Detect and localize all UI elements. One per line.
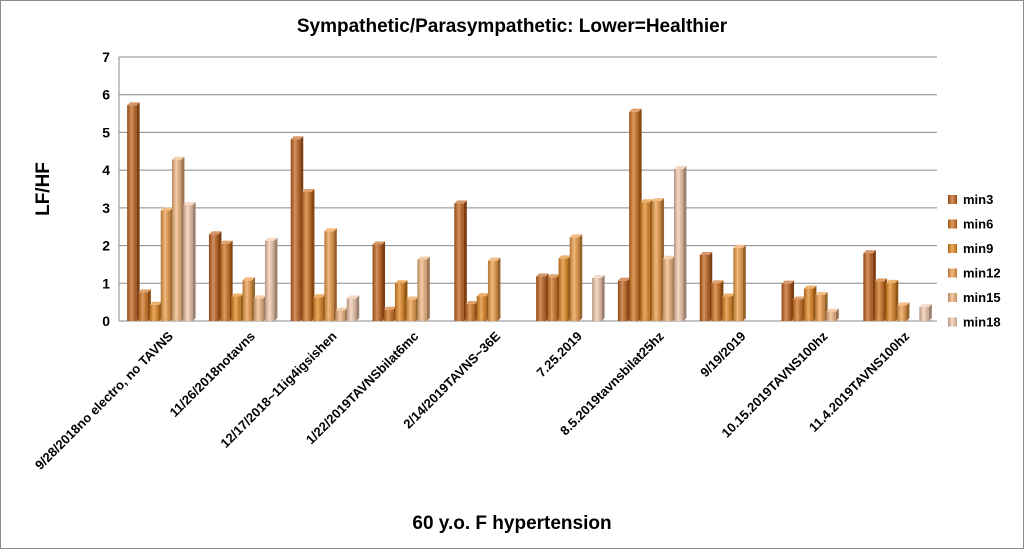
- bar: [372, 241, 386, 321]
- bar: [896, 302, 910, 321]
- bar: [733, 244, 746, 321]
- bar: [863, 250, 876, 321]
- bar: [335, 307, 349, 321]
- bar: [487, 257, 501, 321]
- y-tick-label: 3: [102, 200, 110, 216]
- bar: [547, 274, 560, 321]
- chart-title: Sympathetic/Parasympathetic: Lower=Healt…: [297, 16, 728, 37]
- y-axis-title: LF/HF: [33, 162, 54, 216]
- legend-item: min9: [948, 241, 993, 256]
- legend-label: min6: [963, 217, 993, 232]
- bar: [171, 156, 185, 321]
- bar: [127, 102, 140, 321]
- legend-item: min12: [948, 266, 1001, 281]
- bar: [569, 234, 583, 321]
- legend-label: min18: [963, 315, 1001, 330]
- bar: [699, 252, 713, 321]
- bar: [149, 301, 163, 321]
- bar: [301, 189, 315, 321]
- x-tick-label: 11/26/2018notavns: [166, 329, 257, 420]
- bar: [815, 291, 828, 321]
- bar: [324, 228, 337, 321]
- bar: [710, 280, 724, 321]
- legend-label: min3: [963, 192, 993, 207]
- bar: [290, 136, 304, 321]
- bar: [406, 296, 419, 321]
- bar: [792, 296, 806, 321]
- bar: [313, 294, 326, 321]
- y-tick-label: 7: [102, 49, 110, 65]
- bar: [465, 301, 479, 321]
- bar: [536, 273, 549, 321]
- bar: [208, 231, 222, 321]
- x-axis-ticks: 9/28/2018no electro, no TAVNS11/26/2018n…: [32, 328, 913, 472]
- legend-swatch: [948, 317, 957, 327]
- bar: [662, 255, 676, 321]
- bar: [617, 277, 631, 321]
- y-tick-label: 6: [102, 87, 110, 103]
- y-tick-label: 1: [102, 275, 110, 291]
- x-tick-label: 9/28/2018no electro, no TAVNS: [32, 328, 176, 472]
- bar: [383, 306, 397, 321]
- bars: [127, 102, 932, 321]
- legend-swatch: [948, 293, 957, 302]
- legend-item: min3: [948, 192, 993, 207]
- bar: [138, 289, 151, 321]
- bar: [722, 293, 735, 321]
- bar: [231, 293, 244, 321]
- x-axis-title: 60 y.o. F hypertension: [412, 513, 611, 534]
- legend: min3 min6 min9 min12 min15 min18: [948, 192, 1001, 330]
- y-tick-label: 2: [102, 238, 110, 254]
- bar: [919, 304, 932, 321]
- legend-swatch: [948, 268, 957, 278]
- bar: [558, 255, 572, 321]
- legend-swatch: [948, 219, 957, 229]
- legend-item: min18: [948, 315, 1001, 330]
- bar: [346, 295, 360, 321]
- bar: [640, 199, 653, 321]
- bar: [264, 237, 278, 321]
- legend-label: min9: [963, 241, 993, 256]
- bar: [160, 207, 174, 321]
- legend-swatch: [948, 244, 957, 253]
- bar: [592, 275, 605, 321]
- bar: [394, 280, 408, 321]
- bar: [417, 256, 430, 321]
- bar: [673, 166, 687, 321]
- bar: [874, 278, 888, 321]
- bar: [242, 277, 256, 321]
- legend-label: min12: [963, 266, 1001, 281]
- bar: [651, 198, 665, 321]
- legend-item: min6: [948, 217, 993, 232]
- x-tick-label: 7.25.2019: [534, 329, 586, 381]
- y-tick-label: 5: [102, 124, 110, 140]
- legend-item: min15: [948, 290, 1001, 305]
- bar: [220, 240, 233, 321]
- bar: [826, 308, 839, 321]
- legend-label: min15: [963, 290, 1001, 305]
- y-tick-label: 0: [102, 313, 110, 329]
- gridlines: [118, 56, 937, 322]
- y-tick-label: 4: [102, 162, 110, 178]
- bar: [629, 108, 642, 321]
- bar: [454, 200, 467, 321]
- bar: [885, 279, 899, 321]
- bar: [803, 285, 817, 321]
- legend-swatch: [948, 195, 957, 204]
- y-axis-ticks: 0 1 2 3 4 5 6 7: [102, 49, 110, 329]
- bar: [253, 295, 267, 321]
- bar: [476, 293, 490, 321]
- bar: [781, 280, 795, 321]
- x-tick-label: 9/19/2019: [697, 329, 749, 381]
- bar: [183, 201, 196, 321]
